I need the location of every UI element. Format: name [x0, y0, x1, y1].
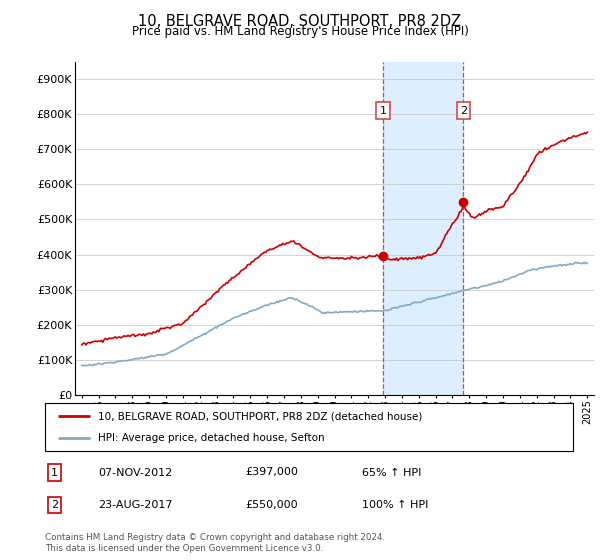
Text: 1: 1 — [51, 468, 58, 478]
Text: £550,000: £550,000 — [245, 500, 298, 510]
Text: 23-AUG-2017: 23-AUG-2017 — [98, 500, 172, 510]
Text: HPI: Average price, detached house, Sefton: HPI: Average price, detached house, Seft… — [98, 433, 325, 443]
Text: £397,000: £397,000 — [245, 468, 299, 478]
Bar — [383, 62, 463, 395]
Text: Contains HM Land Registry data © Crown copyright and database right 2024.
This d: Contains HM Land Registry data © Crown c… — [45, 533, 385, 553]
Text: Price paid vs. HM Land Registry's House Price Index (HPI): Price paid vs. HM Land Registry's House … — [131, 25, 469, 38]
Text: 65% ↑ HPI: 65% ↑ HPI — [362, 468, 421, 478]
FancyBboxPatch shape — [45, 403, 573, 451]
Text: 100% ↑ HPI: 100% ↑ HPI — [362, 500, 428, 510]
Text: 10, BELGRAVE ROAD, SOUTHPORT, PR8 2DZ (detached house): 10, BELGRAVE ROAD, SOUTHPORT, PR8 2DZ (d… — [98, 411, 422, 421]
Text: 1: 1 — [379, 106, 386, 116]
Text: 2: 2 — [51, 500, 58, 510]
Text: 10, BELGRAVE ROAD, SOUTHPORT, PR8 2DZ: 10, BELGRAVE ROAD, SOUTHPORT, PR8 2DZ — [139, 14, 461, 29]
Text: 07-NOV-2012: 07-NOV-2012 — [98, 468, 172, 478]
Text: 2: 2 — [460, 106, 467, 116]
